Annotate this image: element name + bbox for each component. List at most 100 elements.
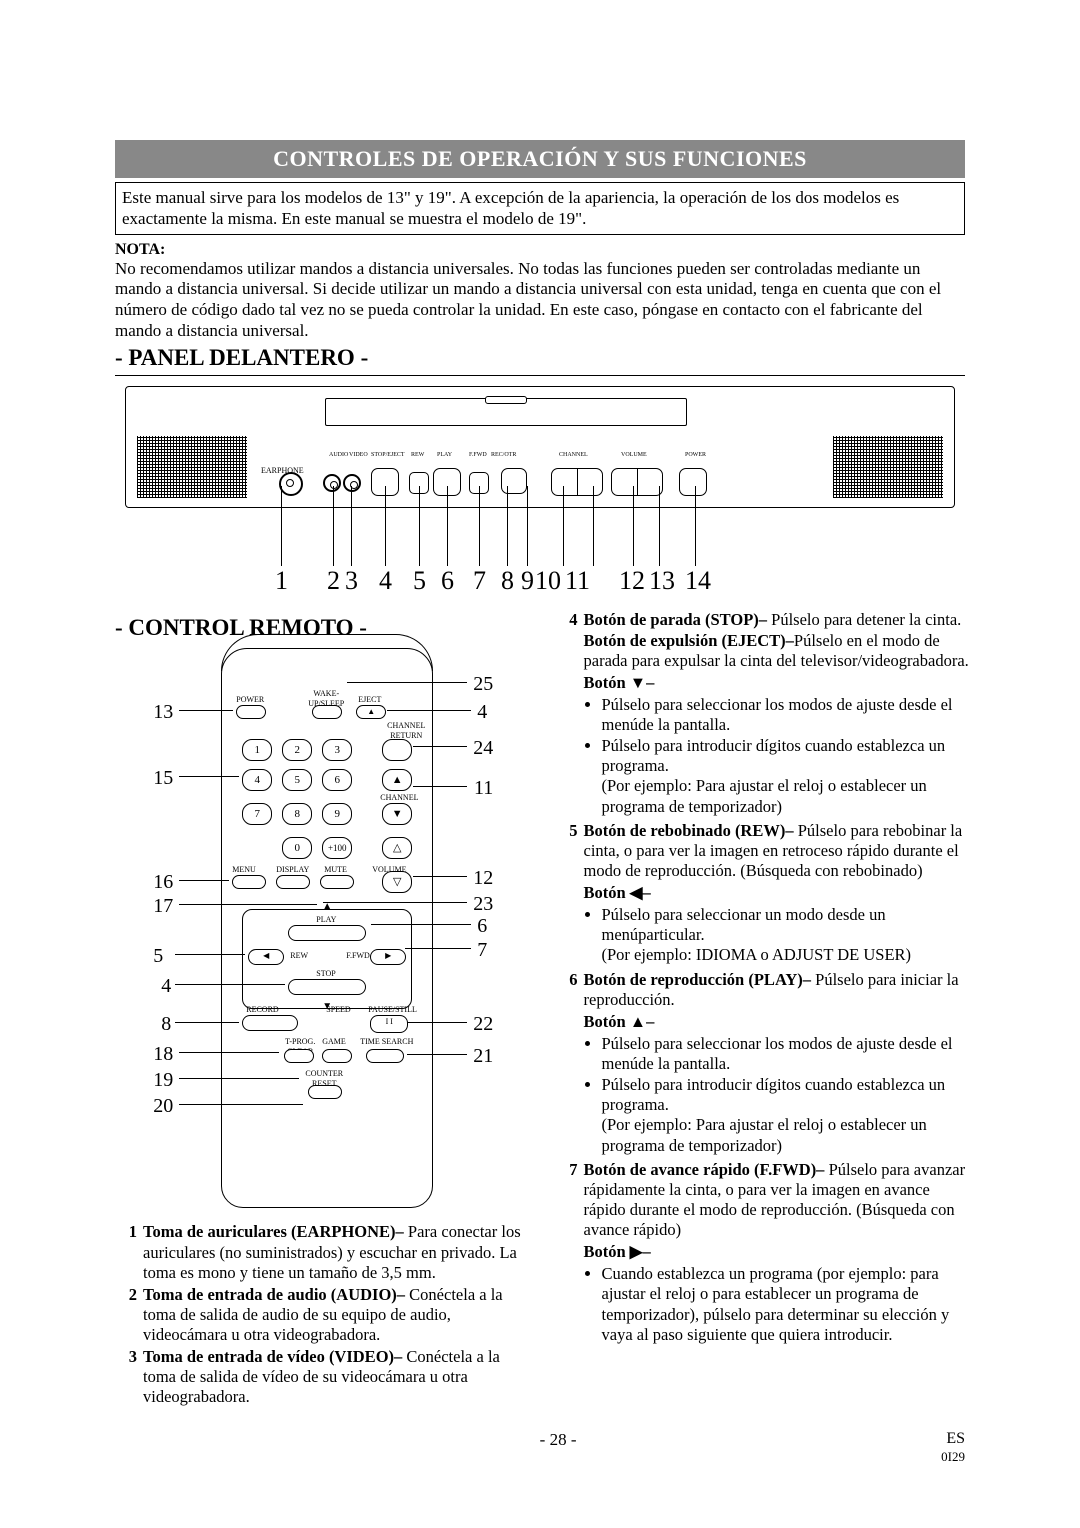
rnum-13: 13 (153, 700, 173, 724)
label-play: PLAY (437, 452, 452, 458)
item-num: 1 (115, 1222, 143, 1282)
item-body: Toma de entrada de vídeo (VIDEO)– Conéct… (143, 1347, 532, 1407)
vol-down-button-icon: ▽ (382, 871, 412, 893)
section-title: CONTROLES DE OPERACIÓN Y SUS FUNCIONES (273, 146, 807, 171)
tsearch-button-icon (366, 1049, 404, 1063)
item-6: 6 Botón de reproducción (PLAY)– Púlselo … (556, 970, 973, 1158)
panel-num-6: 6 (441, 566, 454, 596)
item-title: Botón de avance rápido (F.FWD)– (584, 1160, 825, 1179)
label-volume: VOLUME (621, 452, 647, 458)
key-0: 0 (282, 837, 312, 859)
rnum-20: 20 (153, 1094, 173, 1118)
label-power: POWER (685, 452, 706, 458)
counter-button-icon (308, 1085, 342, 1099)
audio-jack-icon (323, 474, 341, 492)
bullets: Púlselo para seleccionar los modos de aj… (590, 695, 973, 817)
label-ffwd: F.FWD (346, 951, 370, 961)
panel-num-1: 1 (275, 566, 288, 596)
rnum-12: 12 (473, 866, 493, 890)
key-3: 3 (322, 739, 352, 761)
key-6: 6 (322, 769, 352, 791)
sub-heading: Botón ▼– (584, 673, 973, 693)
left-items: 1 Toma de auriculares (EARPHONE)– Para c… (115, 1222, 532, 1407)
label-ffwd: F.FWD (469, 452, 487, 458)
nota-text: No recomendamos utilizar mandos a distan… (115, 259, 965, 342)
remote-body: POWER WAKE-UP/SLEEP EJECT ▲ CHANNEL RETU… (221, 648, 433, 1208)
video-jack-icon (343, 474, 361, 492)
left-column: - CONTROL REMOTO - POWER WAKE-UP/SLEEP E… (115, 610, 532, 1409)
item-title: Botón de parada (STOP)– (584, 610, 768, 629)
eject-button-icon: ▲ (356, 705, 386, 719)
key-1: 1 (242, 739, 272, 761)
label-mute: MUTE (324, 865, 347, 875)
item-title-extra: Botón de expulsión (EJECT)– (584, 631, 794, 650)
panel-num-13: 13 (649, 566, 675, 596)
record-button-icon (242, 1015, 298, 1031)
tape-door (325, 398, 687, 426)
label-video: VIDEO (349, 452, 368, 458)
label-speed: SPEED (326, 1005, 350, 1015)
item-7: 7 Botón de avance rápido (F.FWD)– Púlsel… (556, 1160, 973, 1347)
ch-up-button-icon: ▲ (382, 769, 412, 791)
panel-num-3: 3 (345, 566, 358, 596)
remote-figure: POWER WAKE-UP/SLEEP EJECT ▲ CHANNEL RETU… (153, 648, 493, 1208)
nota-heading: NOTA: (115, 241, 965, 259)
bullets: Púlselo para seleccionar los modos de aj… (590, 1034, 973, 1156)
footer-right: ES 0I29 (941, 1430, 965, 1466)
speaker-right (833, 436, 943, 498)
footer-spacer (115, 1430, 175, 1466)
label-tsearch: TIME SEARCH (360, 1037, 413, 1047)
mute-button-icon (320, 875, 354, 889)
bullet: Púlselo para seleccionar los modos de aj… (602, 1034, 973, 1074)
ch-return-button-icon (382, 739, 412, 761)
rnum-22: 22 (473, 1012, 493, 1036)
tprog-button-icon (284, 1049, 314, 1063)
label-rew: REW (290, 951, 308, 961)
footer-es: ES (946, 1430, 965, 1447)
content-columns: - CONTROL REMOTO - POWER WAKE-UP/SLEEP E… (115, 610, 965, 1409)
label-stopeject: STOP/EJECT (371, 452, 405, 458)
rew-button-icon: ◀ (248, 949, 284, 965)
item-body: Botón de avance rápido (F.FWD)– Púlselo … (584, 1160, 973, 1347)
right-column: 4 Botón de parada (STOP)– Púlselo para d… (556, 610, 973, 1409)
channel-buttons-icon (551, 468, 603, 496)
rnum-23: 23 (473, 892, 493, 916)
label-rew: REW (411, 452, 424, 458)
rec-button-icon (501, 468, 527, 494)
label-display: DISPLAY (276, 865, 309, 875)
rnum-6: 6 (477, 914, 487, 938)
rnum-4b: 4 (477, 700, 487, 724)
item-title: Botón de rebobinado (REW)– (584, 821, 794, 840)
rnum-24: 24 (473, 736, 493, 760)
rnum-19: 19 (153, 1068, 173, 1092)
panel-heading: - PANEL DELANTERO - (115, 345, 965, 371)
item-4: 4 Botón de parada (STOP)– Púlselo para d… (556, 610, 973, 818)
volume-buttons-icon (611, 468, 663, 496)
rnum-16: 16 (153, 870, 173, 894)
rnum-15: 15 (153, 766, 173, 790)
front-panel-figure: EARPHONE AUDIO VIDEO STOP/EJECT REW PLAY… (115, 375, 965, 606)
bullet: Púlselo para introducir dígitos cuando e… (602, 736, 973, 817)
key-8: 8 (282, 803, 312, 825)
speaker-left (137, 436, 247, 498)
key-5: 5 (282, 769, 312, 791)
panel-num-2: 2 (327, 566, 340, 596)
bullet: Púlselo para introducir dígitos cuando e… (602, 1075, 973, 1156)
bullets: Púlselo para seleccionar un modo desde u… (590, 905, 973, 965)
item-title: Botón de reproducción (PLAY)– (584, 970, 812, 989)
paren-text: (Por ejemplo: Para ajustar el reloj o es… (602, 1115, 927, 1154)
item-num: 3 (115, 1347, 143, 1407)
item-text: Púlselo para detener la cinta. (767, 610, 961, 629)
panel-num-14: 14 (685, 566, 711, 596)
label-pause: PAUSE/STILL (368, 1005, 417, 1015)
sub-heading: Botón ▲– (584, 1012, 973, 1032)
manual-page: CONTROLES DE OPERACIÓN Y SUS FUNCIONES E… (0, 0, 1080, 1506)
label-eject: EJECT (358, 695, 381, 705)
play-button-icon (288, 925, 366, 941)
item-5: 5 Botón de rebobinado (REW)– Púlselo par… (556, 821, 973, 968)
bullets: Cuando establezca un programa (por ejemp… (590, 1264, 973, 1345)
panel-num-7: 7 (473, 566, 486, 596)
label-audio: AUDIO (329, 452, 348, 458)
ch-down-button-icon: ▼ (382, 803, 412, 825)
item-body: Toma de entrada de audio (AUDIO)– Conéct… (143, 1285, 532, 1345)
